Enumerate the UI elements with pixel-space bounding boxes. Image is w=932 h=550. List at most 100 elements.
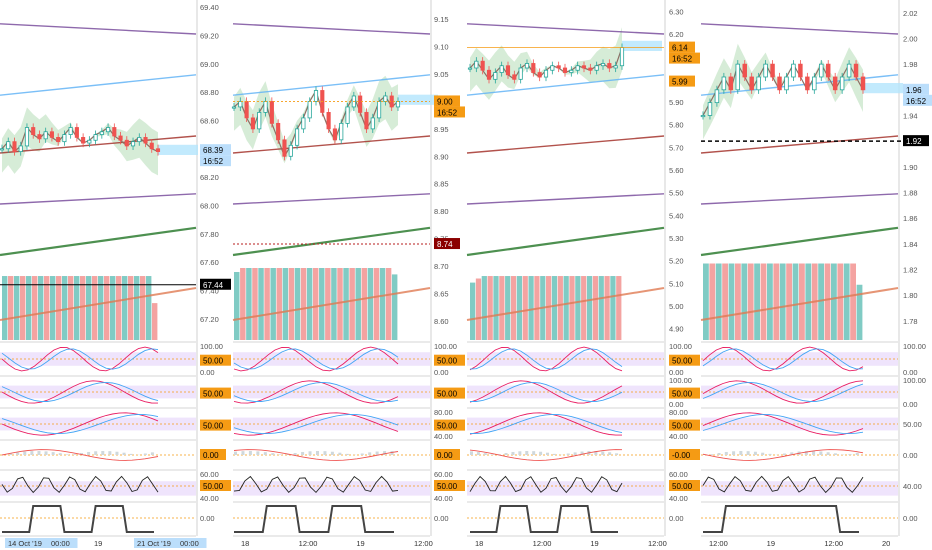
candle-body — [819, 63, 824, 78]
candle-body — [531, 63, 536, 73]
candle-body — [149, 142, 154, 150]
oscillator-tick-label: 40.00 — [434, 432, 453, 441]
volume-bar — [246, 268, 252, 340]
volume-bar — [481, 276, 487, 340]
oscillator-tick-label: 100.00 — [669, 376, 692, 385]
oscillator-band — [467, 417, 664, 431]
candle-body — [798, 63, 803, 78]
time-tick-label: 12:00 — [648, 539, 667, 548]
volume-bar — [343, 268, 349, 340]
price-tick-label: 69.00 — [200, 60, 219, 69]
macd-histogram-bar — [833, 453, 837, 455]
time-tick-label: 19 — [767, 539, 775, 548]
oscillator-badge-bg — [434, 480, 465, 491]
oscillator-pane-5 — [233, 475, 430, 496]
time-tick-label: 19 — [94, 539, 102, 548]
oscillator-line-fast — [1, 380, 159, 404]
oscillator-tick-label: 60.00 — [669, 470, 688, 479]
oscillator-line-fast — [233, 380, 399, 404]
macd-histogram-bar — [263, 452, 267, 455]
candle-body — [93, 134, 98, 141]
volume-bar — [337, 268, 343, 340]
oscillator-badge: 50.00 — [672, 390, 693, 399]
price-tick-label: 68.00 — [200, 201, 219, 210]
candle-body — [263, 101, 268, 113]
volume-bar — [134, 276, 140, 340]
candle-body — [749, 76, 754, 91]
oscillator-tick-label: 80.00 — [434, 408, 453, 417]
candle-body — [550, 65, 555, 71]
price-tick-label: 1.82 — [903, 265, 918, 274]
oscillator-pane-1 — [0, 346, 196, 372]
candle-body — [791, 63, 796, 78]
macd-histogram-bar — [286, 454, 290, 455]
price-tick-label: 1.90 — [903, 163, 918, 172]
rsi-line — [469, 475, 623, 494]
macd-histogram-bar — [108, 451, 112, 455]
candle-body — [721, 76, 727, 91]
volume-bar — [487, 276, 493, 340]
price-tick-label: 9.05 — [434, 70, 449, 79]
candle-body — [130, 141, 136, 147]
level-badge-bg — [669, 75, 695, 87]
price-tick-label: 5.50 — [669, 189, 684, 198]
candle-body — [49, 131, 54, 138]
oscillator-tick-label: 40.00 — [903, 482, 922, 491]
volume-bar — [152, 303, 158, 340]
countdown-badge-bg — [669, 52, 700, 64]
time-tick-label: 18 — [241, 539, 249, 548]
chart-panel-mid-right: 6.306.206.106.005.905.805.705.605.505.40… — [466, 0, 700, 548]
volume-bar — [319, 268, 325, 340]
oscillator-badge: 50.00 — [203, 482, 224, 491]
candle-body — [556, 65, 561, 69]
candle-body — [735, 63, 741, 91]
volume-bar — [270, 268, 276, 340]
macd-histogram-bar — [51, 452, 55, 455]
oscillator-tick-label: 0.00 — [903, 514, 918, 523]
macd-histogram-bar — [30, 451, 34, 455]
oscillator-pane-4 — [701, 449, 898, 461]
volume-bar — [598, 276, 604, 340]
volume-bar — [80, 276, 86, 340]
macd-line — [702, 449, 864, 461]
candle-body — [31, 127, 36, 135]
trend-line — [0, 193, 197, 205]
last-price-badge-bg — [669, 41, 695, 53]
oscillator-line-slow — [469, 348, 623, 370]
macd-histogram-bar — [316, 451, 319, 455]
oscillator-badge-bg — [200, 387, 231, 399]
time-axis: 18 12:00 19 12:00 — [475, 539, 667, 548]
macd-histogram-bar — [72, 454, 76, 455]
level-badge-bg — [903, 135, 929, 147]
oscillator-tick-label: 40.00 — [669, 494, 688, 503]
price-tick-label: 5.30 — [669, 234, 684, 243]
oscillator-line-fast — [702, 412, 864, 436]
macd-histogram-bar — [248, 451, 252, 455]
oscillator-badge-bg — [669, 419, 700, 431]
volume-bar — [379, 268, 386, 340]
volume-bar — [557, 276, 563, 340]
macd-line — [469, 449, 623, 461]
candle-body — [377, 101, 382, 119]
oscillator-tick-label: 100.00 — [669, 342, 692, 351]
volume-bar — [56, 276, 62, 340]
candle-body — [62, 134, 67, 143]
macd-histogram-bar — [504, 452, 508, 455]
trend-line — [700, 135, 899, 154]
volume-bar — [831, 263, 837, 340]
candle-body — [700, 115, 706, 118]
macd-histogram-bar — [470, 451, 473, 455]
volume-bar — [475, 278, 482, 340]
time-tick-label: 00:00 — [51, 539, 70, 548]
signal-step-line — [703, 505, 859, 533]
trend-line — [700, 226, 899, 257]
volume-bar — [234, 272, 240, 340]
time-tick-label: 12:00 — [709, 539, 728, 548]
price-tick-label: 67.40 — [200, 286, 219, 295]
rsi-line — [702, 475, 864, 494]
oscillator-tick-label: 0.00 — [903, 368, 918, 377]
candle-body — [594, 65, 599, 71]
volume-bar — [586, 276, 593, 340]
oscillator-pane-5 — [0, 475, 196, 496]
candles — [0, 123, 161, 156]
